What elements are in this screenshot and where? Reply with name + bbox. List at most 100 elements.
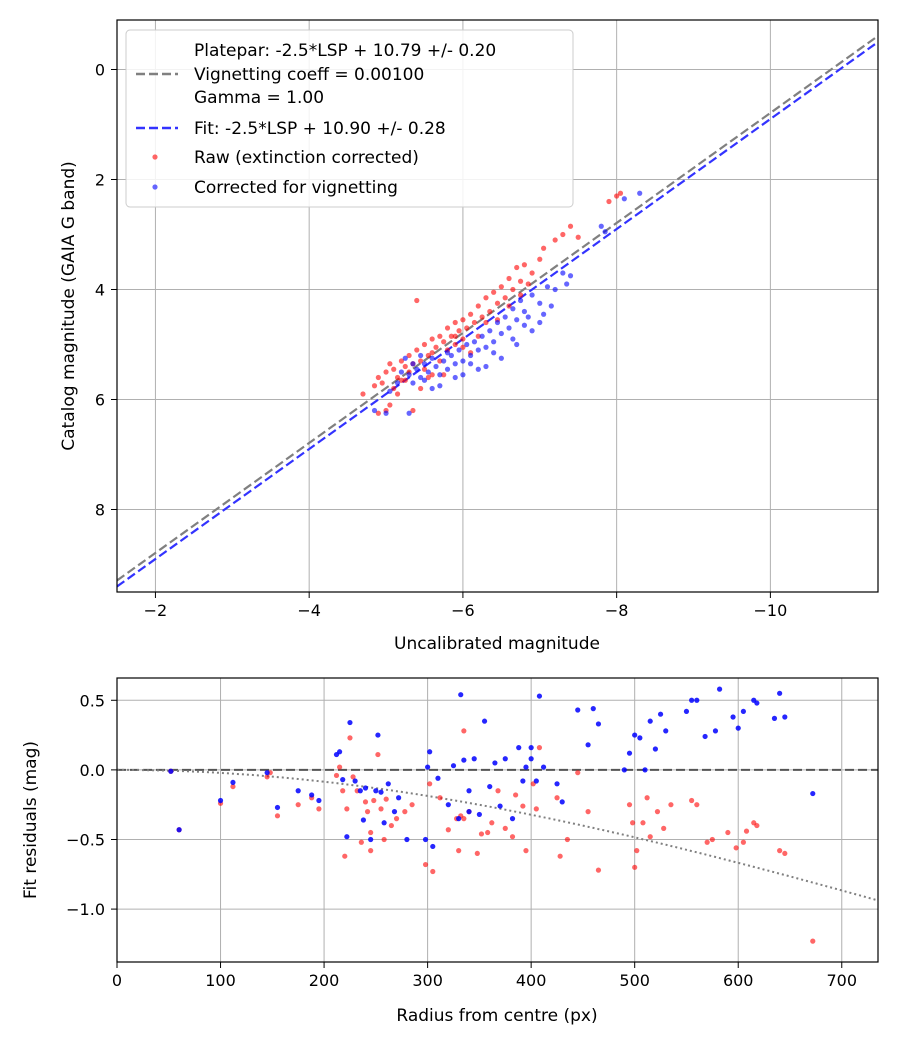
top-point-corrected [406, 410, 412, 416]
bottom-y-tick-label: 0.5 [80, 691, 105, 710]
bottom-point-corrected [357, 788, 363, 794]
top-point-corrected [479, 333, 485, 339]
bottom-point-raw [694, 802, 700, 808]
legend-platepar-line1: Platepar: -2.5*LSP + 10.79 +/- 0.20 [194, 41, 496, 61]
bottom-point-corrected [381, 820, 387, 826]
bottom-point-corrected [466, 788, 472, 794]
bottom-point-corrected [771, 715, 778, 721]
bottom-point-raw [733, 845, 739, 851]
bottom-point-raw [709, 836, 715, 843]
top-point-raw [387, 361, 393, 367]
bottom-x-axis-label: Radius from centre (px) [396, 1006, 597, 1026]
top-point-raw [414, 297, 420, 304]
top-point-corrected [429, 355, 435, 361]
top-point-corrected [425, 369, 431, 375]
top-point-raw [452, 319, 458, 326]
top-point-raw [429, 372, 435, 378]
top-point-raw [421, 366, 428, 372]
top-point-raw [414, 347, 420, 353]
top-point-corrected [483, 344, 489, 350]
top-point-corrected [475, 347, 481, 353]
top-point-raw [471, 319, 478, 326]
top-point-corrected [456, 347, 462, 353]
top-point-raw [394, 374, 401, 381]
top-point-corrected [537, 300, 543, 306]
bottom-point-corrected [554, 781, 560, 787]
bottom-point-corrected [217, 797, 224, 804]
top-point-raw [475, 333, 481, 339]
top-point-raw [517, 278, 524, 284]
bottom-point-corrected [445, 802, 451, 808]
bottom-point-raw [350, 774, 356, 780]
top-y-tick-label: 8 [95, 501, 105, 520]
top-point-raw [498, 284, 504, 290]
bottom-point-corrected [735, 725, 741, 731]
bottom-point-raw [485, 829, 491, 836]
top-x-tick-label: −4 [297, 601, 321, 620]
bottom-point-raw [342, 853, 348, 859]
bottom-point-raw [533, 806, 539, 812]
bottom-point-raw [337, 764, 343, 770]
bottom-point-raw [668, 802, 674, 808]
bottom-point-corrected [497, 803, 503, 809]
top-point-corrected [414, 366, 420, 372]
top-point-raw [441, 339, 447, 345]
top-point-raw [479, 314, 485, 320]
bottom-point-raw [661, 825, 667, 831]
bottom-point-corrected [461, 757, 467, 763]
top-point-raw [433, 344, 439, 350]
top-point-corrected [510, 306, 516, 312]
bottom-panel: 0 100 200 300 400 500 600 700 0.5 0.0 −0.5 −1.0 Ra… [21, 677, 879, 1026]
bottom-point-raw [509, 834, 516, 840]
bottom-point-corrected [642, 767, 648, 773]
bottom-point-raw [364, 809, 371, 815]
top-point-corrected [525, 314, 531, 320]
bottom-point-corrected [368, 836, 374, 843]
top-point-corrected [444, 350, 451, 356]
bottom-point-raw [437, 795, 443, 801]
top-point-raw [375, 410, 381, 416]
top-points [360, 190, 643, 416]
legend-raw-label: Raw (extinction corrected) [194, 148, 419, 168]
top-point-corrected [637, 190, 643, 196]
top-point-raw [491, 289, 497, 295]
top-point-corrected [541, 311, 547, 317]
top-point-raw [460, 344, 466, 350]
top-point-raw [383, 369, 389, 375]
top-point-raw [494, 300, 501, 306]
top-x-tick-label: −6 [451, 601, 475, 620]
top-point-corrected [552, 286, 558, 293]
top-point-raw [402, 377, 408, 383]
bottom-point-raw [383, 796, 389, 802]
bottom-y-tick-label: 0.0 [80, 761, 105, 780]
top-point-corrected [529, 292, 535, 298]
top-point-raw [418, 385, 424, 392]
bottom-point-raw [333, 772, 340, 779]
bottom-point-corrected [637, 735, 643, 741]
bottom-x-tick-label: 400 [516, 971, 547, 990]
bottom-y-tick-label: −1.0 [66, 900, 105, 919]
top-panel: −2 −4 −6 −8 −10 0 2 4 6 8 Uncalibrated magnitude… [59, 19, 879, 654]
bottom-point-corrected [471, 756, 477, 762]
top-point-raw [406, 352, 412, 359]
top-point-corrected [510, 336, 516, 342]
top-point-corrected [406, 372, 412, 378]
top-point-raw [371, 383, 378, 389]
top-y-tick-label: 4 [95, 281, 105, 300]
top-point-raw [525, 281, 531, 287]
top-point-raw [421, 341, 428, 348]
top-point-corrected [598, 223, 604, 229]
bottom-point-raw [777, 848, 783, 854]
top-point-corrected [460, 358, 466, 364]
bottom-point-corrected [559, 799, 565, 805]
top-point-raw [437, 358, 443, 364]
bottom-point-corrected [712, 728, 719, 734]
bottom-point-raw [295, 802, 301, 808]
top-x-ticks: −2 −4 −6 −8 −10 [144, 592, 787, 620]
legend-platepar-line2: Vignetting coeff = 0.00100 [194, 65, 424, 85]
top-point-corrected [437, 383, 443, 389]
bottom-point-corrected [337, 749, 343, 755]
top-point-corrected [544, 284, 551, 290]
bottom-point-raw [725, 829, 731, 836]
top-point-raw [617, 190, 624, 196]
